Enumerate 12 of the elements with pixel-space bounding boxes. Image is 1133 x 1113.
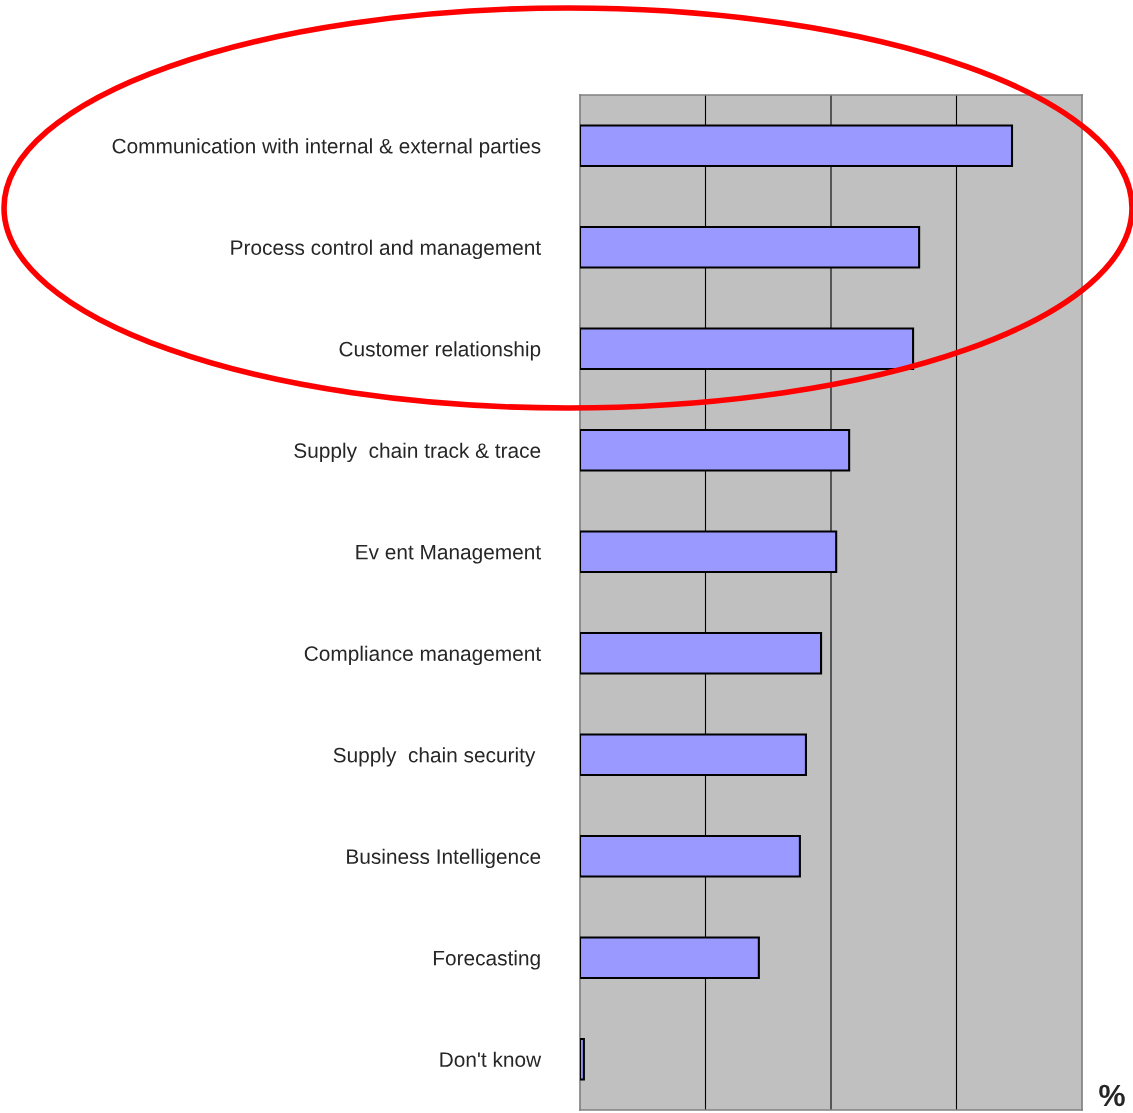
y-tick-label: Ev ent Management [356,544,541,564]
y-tick-label: Supply chain track & trace [294,442,541,463]
bar [580,1037,585,1081]
y-tick-label: Compliance management [304,645,541,666]
y-tick-label: Customer relationship [339,341,541,361]
y-tick-label: Process control and management [231,239,541,260]
y-tick-label: Communication with internal & external parties [112,138,541,158]
x-axis-title: % [1099,1084,1125,1107]
y-tick-label: Don't know [440,1051,542,1067]
y-tick-label: Forecasting [433,950,540,970]
y-tick-label: Business Intelligence [347,848,541,869]
y-tick-label: Supply chain security [333,747,536,767]
